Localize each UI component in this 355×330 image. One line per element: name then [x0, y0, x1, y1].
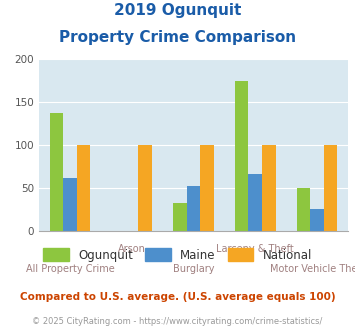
Bar — [262, 145, 275, 231]
Text: 2019 Ogunquit: 2019 Ogunquit — [114, 3, 241, 18]
Bar — [235, 81, 248, 231]
Text: Compared to U.S. average. (U.S. average equals 100): Compared to U.S. average. (U.S. average … — [20, 292, 335, 302]
Text: Motor Vehicle Theft: Motor Vehicle Theft — [270, 264, 355, 274]
Bar — [173, 203, 187, 231]
Text: Arson: Arson — [118, 244, 146, 254]
Bar — [248, 174, 262, 231]
Bar — [200, 145, 214, 231]
Bar — [187, 186, 200, 231]
Bar — [324, 145, 337, 231]
Text: Property Crime Comparison: Property Crime Comparison — [59, 30, 296, 45]
Bar — [310, 209, 324, 231]
Text: Burglary: Burglary — [173, 264, 214, 274]
Bar — [297, 188, 310, 231]
Text: Larceny & Theft: Larceny & Theft — [216, 244, 294, 254]
Text: © 2025 CityRating.com - https://www.cityrating.com/crime-statistics/: © 2025 CityRating.com - https://www.city… — [32, 317, 323, 326]
Bar — [138, 145, 152, 231]
Legend: Ogunquit, Maine, National: Ogunquit, Maine, National — [38, 244, 317, 266]
Bar — [77, 145, 90, 231]
Bar — [50, 113, 63, 231]
Bar — [63, 178, 77, 231]
Text: All Property Crime: All Property Crime — [26, 264, 114, 274]
